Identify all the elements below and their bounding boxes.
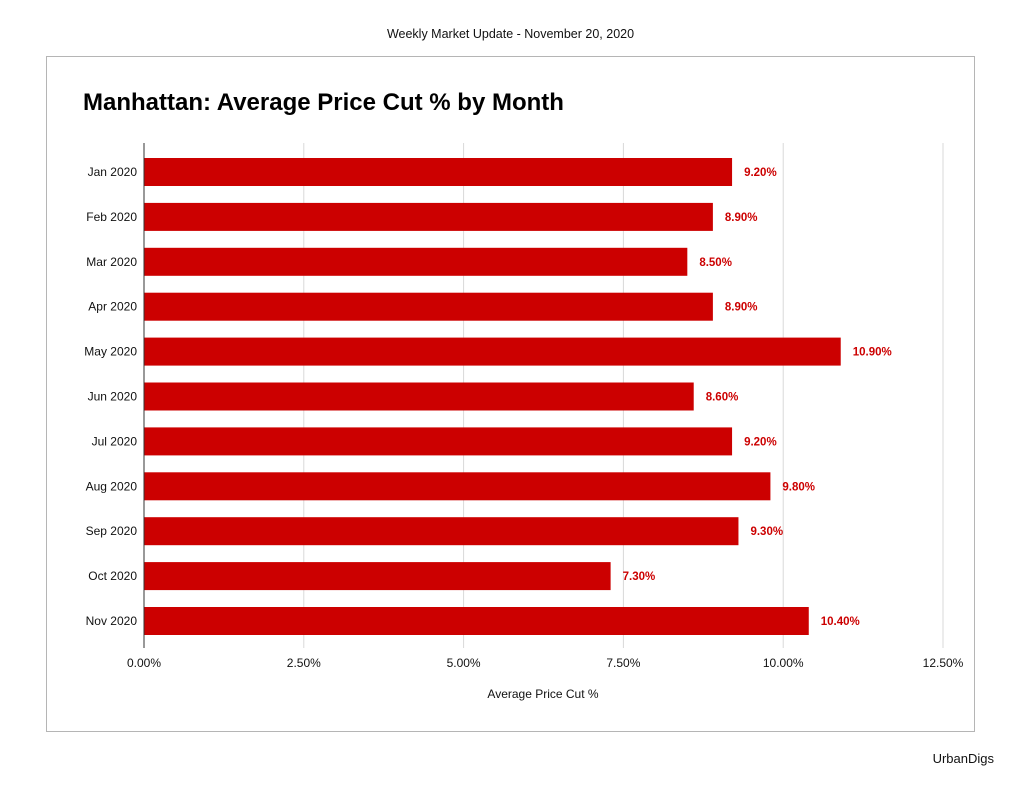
value-label: 8.90% [725, 302, 758, 314]
value-label: 7.30% [623, 571, 656, 583]
bar [144, 472, 771, 501]
value-label: 9.20% [744, 436, 777, 448]
chart-title: Manhattan: Average Price Cut % by Month [83, 89, 564, 116]
bar [144, 292, 713, 321]
bar [144, 517, 739, 546]
category-label: Jul 2020 [92, 434, 138, 448]
bar [144, 202, 713, 231]
category-label: Sep 2020 [86, 524, 138, 538]
value-label: 10.40% [821, 616, 860, 628]
x-tick-label: 12.50% [923, 656, 964, 670]
value-label: 9.30% [750, 526, 783, 538]
category-label: May 2020 [84, 345, 137, 359]
x-axis-title: Average Price Cut % [487, 687, 598, 701]
bar [144, 427, 733, 456]
bar [144, 158, 733, 186]
value-label: 8.90% [725, 212, 758, 224]
bar-layer [144, 158, 841, 635]
value-label: 8.50% [699, 257, 732, 269]
report-header: Weekly Market Update - November 20, 2020 [386, 27, 635, 41]
category-label: Jun 2020 [88, 390, 138, 404]
bar [144, 607, 809, 635]
bar [144, 247, 688, 276]
value-label: 10.90% [853, 347, 892, 359]
bar [144, 382, 694, 411]
value-label: 9.20% [744, 167, 777, 179]
bar [144, 337, 841, 366]
x-tick-label: 2.50% [287, 656, 321, 670]
brand-label: UrbanDigs [932, 751, 994, 766]
category-label: Jan 2020 [88, 165, 138, 179]
category-label: Feb 2020 [86, 210, 137, 224]
value-label: 8.60% [706, 392, 739, 404]
category-label: Mar 2020 [86, 255, 137, 269]
category-label: Apr 2020 [88, 300, 137, 314]
value-label: 9.80% [782, 481, 815, 493]
category-label: Oct 2020 [88, 569, 137, 583]
x-tick-label: 5.00% [447, 656, 481, 670]
category-label: Nov 2020 [86, 614, 138, 628]
x-tick-label: 10.00% [763, 656, 804, 670]
bar [144, 562, 611, 591]
x-tick-label: 7.50% [606, 656, 640, 670]
x-tick-label: 0.00% [127, 656, 161, 670]
category-label: Aug 2020 [86, 479, 138, 493]
text-layer: 0.00% 2.50% 5.00% 7.50% 10.00% 12.50% Jan 2020… [84, 165, 963, 670]
